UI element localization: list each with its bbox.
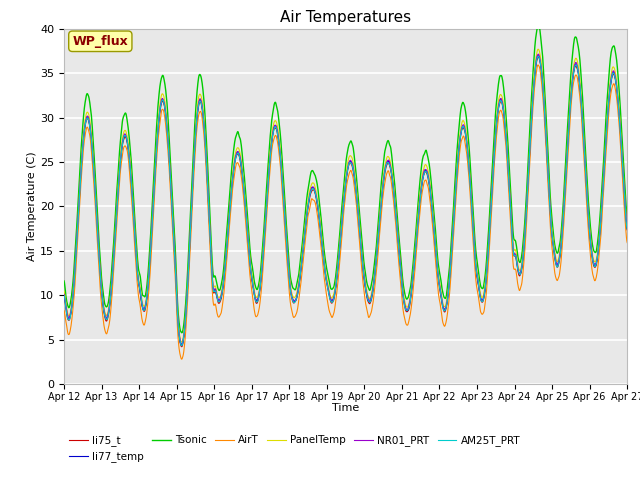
Line: PanelTemp: PanelTemp — [64, 49, 627, 342]
NR01_PRT — [60, 291, 68, 297]
Line: AM25T_PRT: AM25T_PRT — [64, 56, 627, 346]
Tsonic — [534, 24, 542, 29]
PanelTemp — [60, 288, 68, 294]
li75_t — [249, 282, 257, 288]
AirT — [557, 258, 565, 264]
NR01_PRT — [172, 266, 179, 272]
Tsonic — [433, 252, 441, 258]
Line: Tsonic: Tsonic — [64, 26, 627, 333]
li75_t — [433, 268, 441, 274]
Line: AirT: AirT — [64, 65, 627, 359]
AM25T_PRT — [433, 266, 441, 272]
X-axis label: Time: Time — [332, 403, 359, 413]
li77_temp — [172, 267, 179, 273]
AM25T_PRT — [186, 245, 193, 251]
Legend: li75_t, li77_temp, Tsonic, AirT, PanelTemp, NR01_PRT, AM25T_PRT: li75_t, li77_temp, Tsonic, AirT, PanelTe… — [69, 435, 520, 462]
li77_temp — [557, 242, 565, 248]
li75_t — [557, 245, 565, 251]
AM25T_PRT — [178, 343, 186, 348]
AirT — [60, 308, 68, 313]
AM25T_PRT — [557, 244, 565, 250]
PanelTemp — [249, 276, 257, 282]
Title: Air Temperatures: Air Temperatures — [280, 10, 411, 25]
Tsonic — [557, 231, 565, 237]
li75_t — [534, 54, 542, 60]
Line: li77_temp: li77_temp — [64, 56, 627, 345]
AirT — [249, 295, 257, 301]
li77_temp — [178, 342, 186, 348]
NR01_PRT — [557, 241, 565, 247]
li75_t — [186, 247, 193, 252]
Line: NR01_PRT: NR01_PRT — [64, 54, 627, 344]
Text: WP_flux: WP_flux — [72, 35, 128, 48]
NR01_PRT — [249, 279, 257, 285]
li75_t — [623, 227, 631, 233]
NR01_PRT — [623, 223, 631, 229]
li75_t — [507, 216, 515, 221]
Tsonic — [172, 252, 179, 258]
PanelTemp — [433, 262, 441, 268]
Y-axis label: Air Temperature (C): Air Temperature (C) — [28, 152, 37, 261]
PanelTemp — [557, 239, 565, 245]
li77_temp — [623, 226, 631, 232]
NR01_PRT — [178, 341, 186, 347]
PanelTemp — [186, 240, 193, 246]
Tsonic — [623, 212, 631, 218]
Tsonic — [186, 228, 193, 233]
Tsonic — [249, 266, 257, 272]
AM25T_PRT — [507, 214, 515, 220]
NR01_PRT — [507, 213, 515, 218]
AirT — [507, 226, 515, 232]
AirT — [534, 62, 542, 68]
PanelTemp — [172, 264, 179, 269]
li75_t — [60, 294, 68, 300]
NR01_PRT — [186, 244, 193, 250]
li77_temp — [60, 292, 68, 298]
li77_temp — [433, 266, 441, 272]
Line: li75_t: li75_t — [64, 57, 627, 347]
AM25T_PRT — [534, 53, 542, 59]
PanelTemp — [177, 339, 185, 345]
AM25T_PRT — [172, 269, 179, 275]
NR01_PRT — [534, 51, 542, 57]
li77_temp — [534, 53, 542, 59]
AM25T_PRT — [623, 226, 631, 232]
Tsonic — [507, 195, 515, 201]
AirT — [172, 281, 179, 287]
li75_t — [178, 344, 186, 349]
li77_temp — [186, 245, 193, 251]
Tsonic — [60, 278, 68, 284]
li77_temp — [249, 279, 257, 285]
li77_temp — [507, 214, 515, 219]
AM25T_PRT — [60, 293, 68, 299]
AirT — [433, 280, 441, 286]
PanelTemp — [507, 209, 515, 215]
AM25T_PRT — [249, 281, 257, 287]
PanelTemp — [534, 47, 542, 52]
PanelTemp — [623, 221, 631, 227]
AirT — [623, 240, 631, 245]
AirT — [178, 356, 186, 362]
NR01_PRT — [433, 265, 441, 271]
AirT — [186, 258, 193, 264]
li75_t — [172, 269, 179, 275]
Tsonic — [178, 330, 186, 336]
